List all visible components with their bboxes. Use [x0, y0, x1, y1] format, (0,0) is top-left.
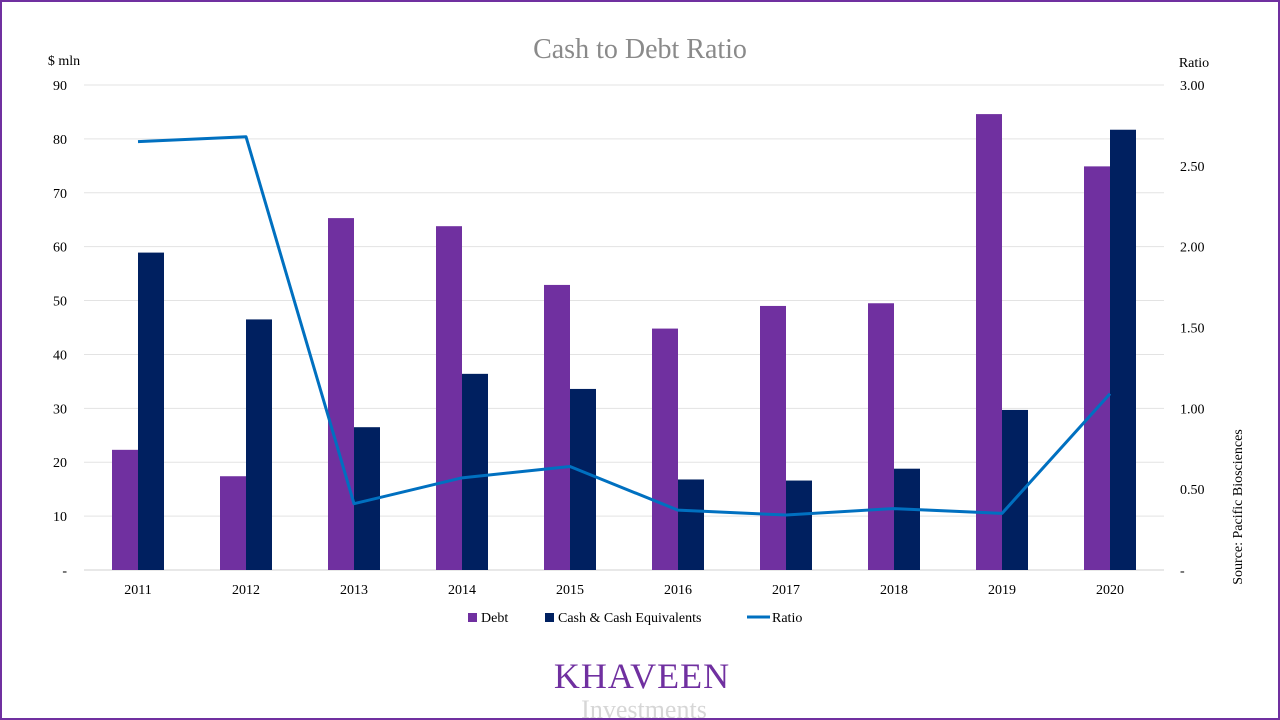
source-note: Source: Pacific Biosciences	[1231, 429, 1246, 585]
debt-bar	[652, 328, 678, 570]
y-right-tick-label: -	[1180, 564, 1185, 579]
x-tick-label: 2017	[772, 583, 800, 598]
y-left-tick-label: 90	[53, 79, 67, 94]
legend-label-ratio: Ratio	[772, 611, 802, 626]
legend-swatch-debt	[468, 613, 477, 622]
y-left-tick-label: 60	[53, 241, 67, 256]
y-right-tick-label: 0.50	[1180, 483, 1205, 498]
y-left-tick-label: 30	[53, 402, 67, 417]
y-right-tick-label: 1.50	[1180, 322, 1205, 337]
cash-bar	[462, 373, 488, 570]
y-left-tick-label: 80	[53, 133, 67, 148]
x-tick-label: 2012	[232, 583, 260, 598]
debt-bar	[1084, 166, 1110, 570]
khaveen-logo-subtitle: Investments	[581, 695, 707, 718]
cash-bar	[138, 252, 164, 570]
x-tick-label: 2016	[664, 583, 692, 598]
debt-bar	[544, 284, 570, 570]
y-right-tick-label: 2.00	[1180, 241, 1205, 256]
x-tick-label: 2011	[124, 583, 151, 598]
ratio-line-series	[137, 135, 1112, 517]
debt-bar	[976, 114, 1002, 570]
y-right-ticks: - 0.50 1.00 1.50 2.00 2.50 3.00	[1180, 79, 1205, 579]
cash-bar	[678, 479, 704, 570]
y-left-axis-label: $ mln	[48, 54, 80, 69]
y-left-tick-label: 40	[53, 348, 67, 363]
cash-bar	[1110, 129, 1136, 570]
cash-bar	[786, 480, 812, 570]
y-left-tick-label: 20	[53, 456, 67, 471]
x-tick-label: 2020	[1096, 583, 1124, 598]
y-left-ticks: - 10 20 30 40 50 60 70 80 90	[53, 79, 67, 579]
y-right-axis-label: Ratio	[1179, 56, 1209, 71]
legend-label-debt: Debt	[481, 611, 508, 626]
debt-bar	[436, 226, 462, 570]
x-tick-label: 2015	[556, 583, 584, 598]
y-left-tick-label: -	[62, 564, 67, 579]
y-right-tick-label: 2.50	[1180, 160, 1205, 175]
chart-title: Cash to Debt Ratio	[533, 34, 747, 65]
debt-bar	[868, 303, 894, 570]
cash-bar	[894, 468, 920, 570]
x-tick-label: 2013	[340, 583, 368, 598]
debt-bar	[328, 218, 354, 570]
legend: Debt Cash & Cash Equivalents Ratio	[468, 611, 802, 626]
y-left-tick-label: 10	[53, 510, 67, 525]
cash-bar	[570, 388, 596, 570]
y-right-tick-label: 3.00	[1180, 79, 1205, 94]
legend-label-cash: Cash & Cash Equivalents	[558, 611, 702, 626]
cash-bar	[246, 319, 272, 570]
ratio-line	[137, 135, 1112, 517]
y-right-tick-label: 1.00	[1180, 402, 1205, 417]
y-left-tick-label: 50	[53, 295, 67, 310]
debt-bar	[760, 305, 786, 570]
debt-bar	[112, 449, 138, 570]
khaveen-logo: KHAVEEN	[554, 656, 730, 696]
x-tick-label: 2014	[448, 583, 476, 598]
y-left-tick-label: 70	[53, 187, 67, 202]
x-axis-ticks: 2011 2012 2013 2014 2015 2016 2017 2018 2019 2020	[124, 583, 1124, 598]
x-tick-label: 2019	[988, 583, 1016, 598]
debt-bar	[220, 476, 246, 570]
legend-swatch-cash	[545, 613, 554, 622]
x-tick-label: 2018	[880, 583, 908, 598]
bar-series	[112, 114, 1136, 570]
